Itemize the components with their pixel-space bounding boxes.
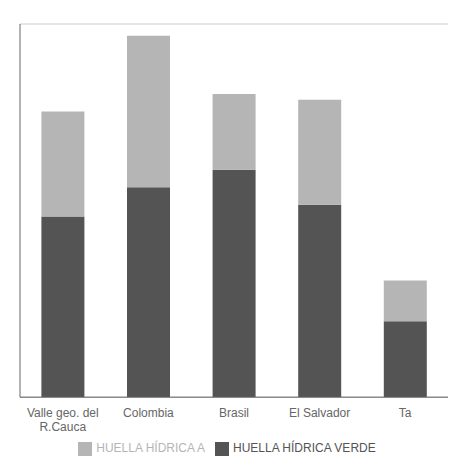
svg-text:El Salvador: El Salvador — [289, 406, 350, 420]
svg-text:Brasil: Brasil — [219, 406, 249, 420]
svg-text:Ta: Ta — [399, 406, 412, 420]
html-text:HUELLA HÍDRICA VERDE: HUELLA HÍDRICA VERDE — [233, 441, 376, 456]
html-text:HUELLA HÍDRICA A: HUELLA HÍDRICA A — [96, 441, 205, 456]
svg-text:Colombia: Colombia — [123, 406, 174, 420]
svg-text:Valle geo. delR.Cauca: Valle geo. delR.Cauca — [27, 406, 99, 434]
